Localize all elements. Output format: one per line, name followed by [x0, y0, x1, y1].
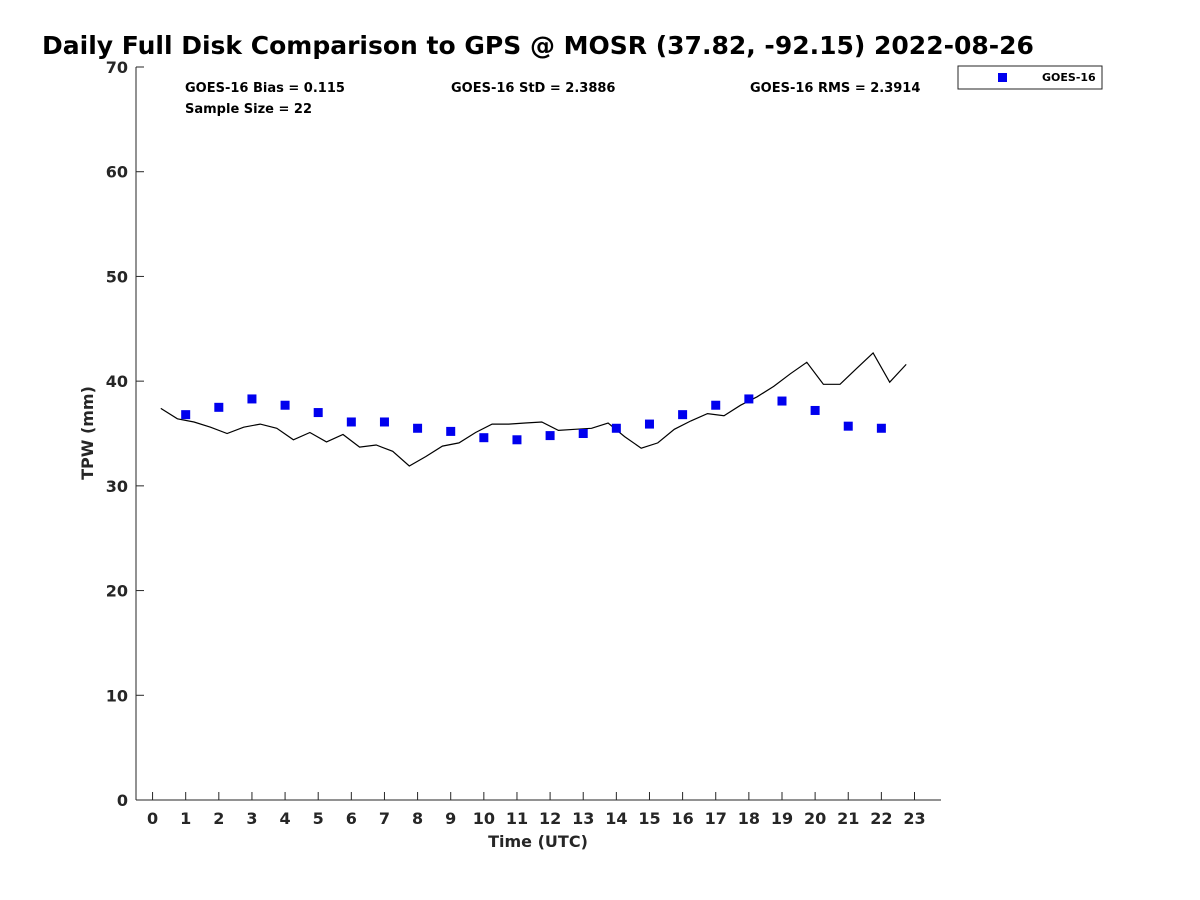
legend-marker	[998, 73, 1007, 82]
goes16-point	[280, 400, 290, 410]
goes16-point	[346, 417, 356, 427]
goes16-point	[181, 410, 191, 420]
goes16-point	[810, 405, 820, 415]
x-axis-ticks: 0 1 2 3 4 5 6 7 8 9 10 11 12 13 14 15 16 17 18 19 20 21 22 23	[147, 792, 926, 828]
plot-frame	[136, 67, 941, 800]
x-tick-label: 0	[147, 809, 158, 828]
x-tick-label: 8	[412, 809, 423, 828]
goes16-point	[479, 433, 489, 443]
y-tick-label: 10	[106, 686, 128, 705]
chart-title: Daily Full Disk Comparison to GPS @ MOSR…	[42, 31, 1034, 60]
y-tick-label: 70	[106, 58, 128, 77]
goes16-point	[512, 435, 522, 445]
series-layer	[160, 351, 907, 467]
x-tick-label: 22	[870, 809, 892, 828]
goes16-point	[876, 423, 886, 433]
goes16-point	[413, 423, 423, 433]
y-tick-label: 60	[106, 163, 128, 182]
x-tick-label: 6	[346, 809, 357, 828]
y-tick-label: 0	[117, 791, 128, 810]
goes16-point	[545, 431, 555, 441]
x-tick-label: 20	[804, 809, 826, 828]
goes16-point	[711, 400, 721, 410]
legend-box	[957, 65, 1103, 90]
x-tick-label: 7	[379, 809, 390, 828]
std-stat: GOES-16 StD = 2.3886	[451, 81, 615, 96]
rms-stat: GOES-16 RMS = 2.3914	[750, 81, 920, 96]
goes16-point	[644, 419, 654, 429]
goes16-point	[446, 426, 456, 436]
x-tick-label: 23	[903, 809, 925, 828]
x-tick-label: 2	[213, 809, 224, 828]
y-tick-label: 40	[106, 372, 128, 391]
x-tick-label: 15	[638, 809, 660, 828]
legend: GOES-16	[957, 65, 1103, 90]
x-tick-label: 10	[473, 809, 495, 828]
x-tick-label: 4	[280, 809, 291, 828]
x-tick-label: 13	[572, 809, 594, 828]
goes16-point	[247, 394, 257, 404]
x-axis-label: Time (UTC)	[488, 832, 588, 851]
goes16-point	[578, 429, 588, 438]
goes16-point	[678, 410, 688, 420]
gps-tpw-line	[160, 351, 907, 467]
x-tick-label: 3	[246, 809, 257, 828]
x-tick-label: 14	[605, 809, 627, 828]
x-tick-label: 5	[313, 809, 324, 828]
x-tick-label: 17	[705, 809, 727, 828]
goes16-point	[744, 394, 754, 404]
goes16-point	[611, 423, 621, 433]
x-tick-label: 16	[671, 809, 693, 828]
goes16-point	[214, 402, 224, 412]
y-axis-ticks: 0 10 20 30 40 50 60 70	[106, 58, 144, 810]
y-axis-label: TPW (mm)	[78, 386, 97, 480]
x-tick-label: 12	[539, 809, 561, 828]
x-tick-label: 21	[837, 809, 859, 828]
y-tick-label: 20	[106, 582, 128, 601]
goes16-point	[843, 421, 853, 431]
goes16-point	[777, 396, 787, 406]
goes16-point	[379, 417, 389, 427]
goes16-point	[313, 408, 323, 418]
x-tick-label: 1	[180, 809, 191, 828]
x-tick-label: 9	[445, 809, 456, 828]
x-tick-label: 11	[506, 809, 528, 828]
sample-size-stat: Sample Size = 22	[185, 102, 312, 117]
x-tick-label: 18	[738, 809, 760, 828]
y-tick-label: 50	[106, 267, 128, 286]
x-tick-label: 19	[771, 809, 793, 828]
y-tick-label: 30	[106, 477, 128, 496]
legend-label: GOES-16	[1042, 71, 1096, 84]
bias-stat: GOES-16 Bias = 0.115	[185, 81, 345, 96]
